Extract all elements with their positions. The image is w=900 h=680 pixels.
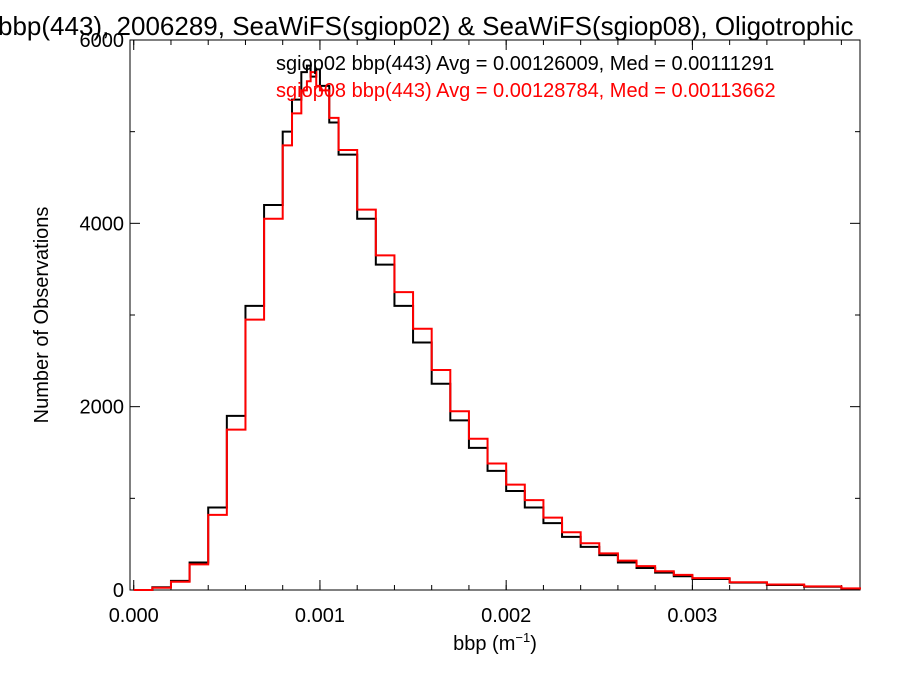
y-tick-label: 4000 — [80, 213, 125, 235]
y-axis-ticks: 0 2000 4000 6000 — [80, 30, 860, 602]
legend-entry-sgiop08: sgiop08 bbp(443) Avg = 0.00128784, Med =… — [276, 80, 776, 102]
y-axis-label: Number of Observations — [31, 207, 53, 424]
chart-title: bbp(443), 2006289, SeaWiFS(sgiop02) & Se… — [0, 11, 854, 41]
legend-entry-sgiop02: sgiop02 bbp(443) Avg = 0.00126009, Med =… — [276, 53, 774, 75]
series-line-sgiop02 — [133, 64, 861, 591]
x-tick-label: 0.001 — [295, 605, 345, 627]
y-tick-label: 2000 — [80, 397, 125, 419]
series-layer — [133, 64, 861, 591]
x-axis-ticks: 0.000 0.001 0.002 0.003 — [109, 40, 842, 627]
x-axis-label: bbp (m−1) — [453, 630, 537, 655]
x-tick-label: 0.000 — [109, 605, 159, 627]
plot-frame — [129, 39, 861, 591]
x-axis-label-exponent: −1 — [515, 630, 530, 645]
x-axis-label-close: ) — [530, 633, 537, 655]
series-line-sgiop08 — [133, 71, 861, 591]
x-axis-label-main: bbp (m — [453, 633, 515, 655]
x-tick-label: 0.002 — [481, 605, 531, 627]
x-tick-label: 0.003 — [667, 605, 717, 627]
y-tick-label: 0 — [113, 580, 124, 602]
y-tick-label: 6000 — [80, 30, 125, 52]
